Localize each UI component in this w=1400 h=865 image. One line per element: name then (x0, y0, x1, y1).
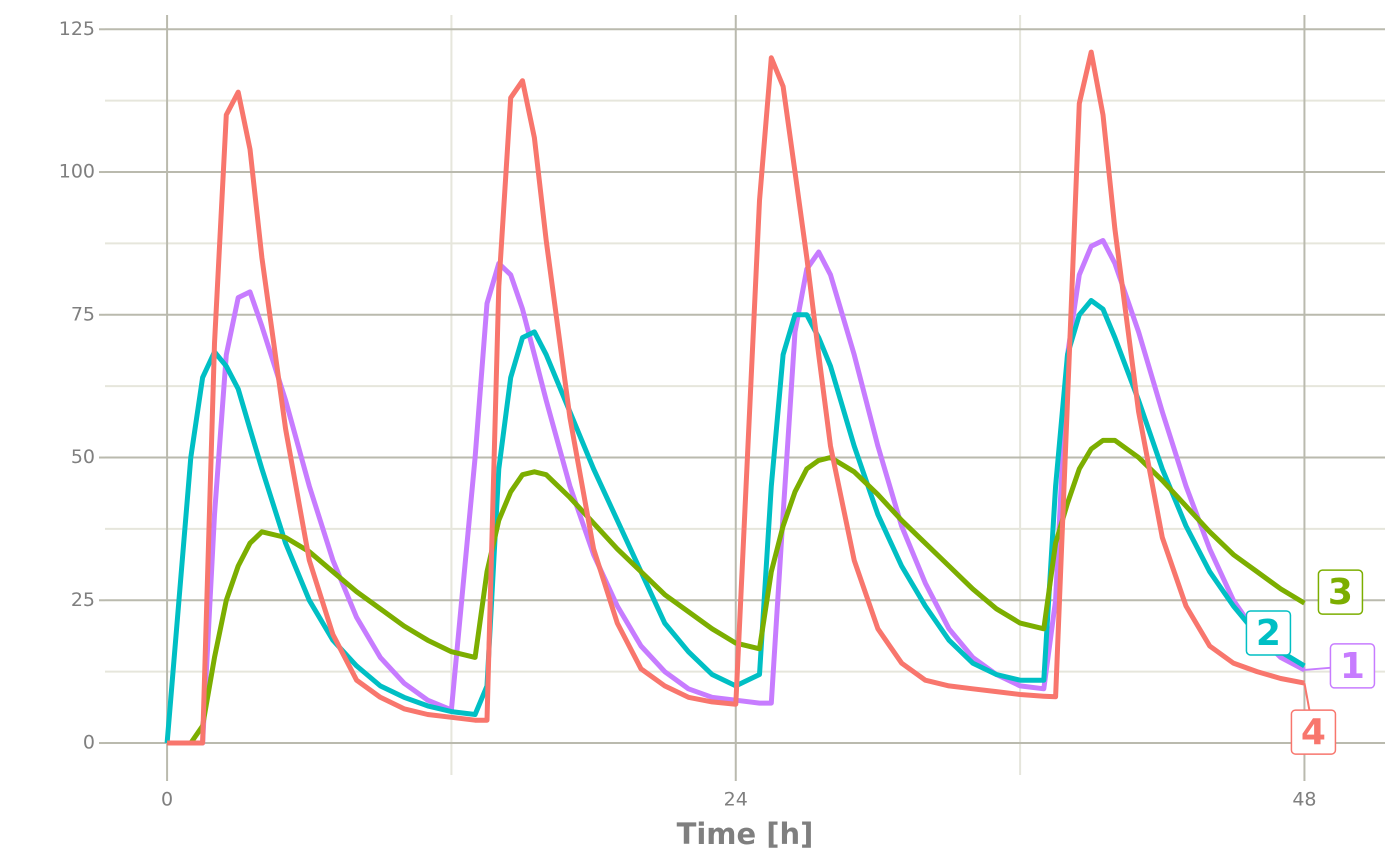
y-tick-label: 0 (83, 732, 95, 754)
end-label-box (1290, 709, 1337, 755)
x-axis-title: Time [h] (677, 817, 814, 851)
y-tick-label: 100 (59, 161, 95, 183)
end-label: 3 (1328, 572, 1353, 613)
series-line (167, 49, 1305, 746)
end-label: 2 (1256, 613, 1281, 654)
y-tick-label: 75 (71, 303, 95, 325)
x-tick-label: 24 (724, 789, 748, 811)
end-label: 1 (1340, 646, 1365, 687)
y-tick-label: 25 (71, 589, 95, 611)
y-tick-label: 125 (59, 18, 95, 40)
end-label: 4 (1301, 712, 1326, 753)
series-line (167, 437, 1306, 746)
x-tick-label: 48 (1292, 789, 1316, 811)
end-label-box (1245, 610, 1292, 656)
end-label-box (1317, 569, 1364, 615)
y-tick-label: 50 (71, 446, 95, 468)
x-tick-label: 0 (161, 789, 173, 811)
end-label-box (1329, 643, 1376, 689)
